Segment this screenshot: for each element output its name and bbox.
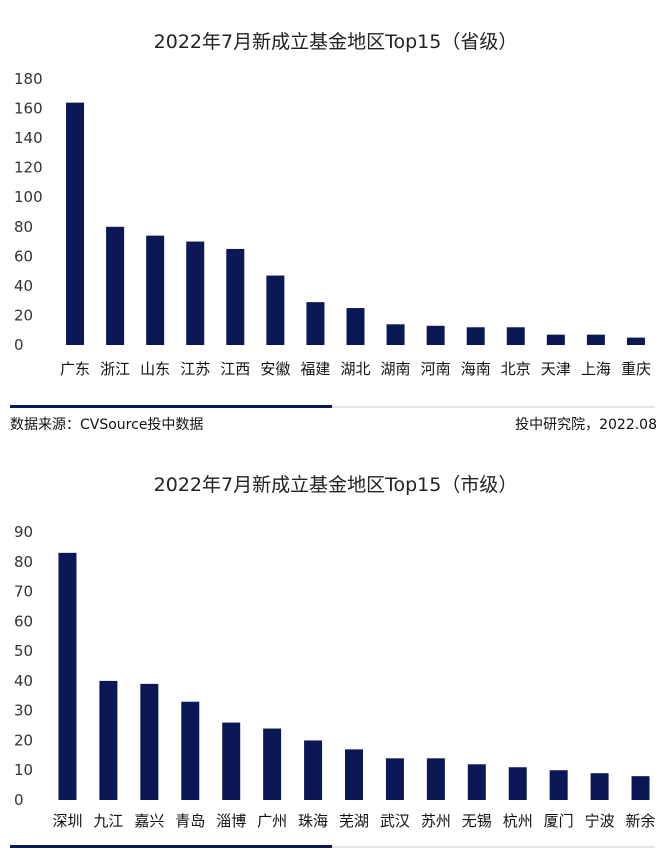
chart-2-category-label: 珠海 bbox=[298, 812, 328, 830]
chart-2-bar bbox=[508, 767, 527, 800]
chart-2-bar bbox=[222, 722, 241, 800]
chart-1-bar bbox=[306, 302, 325, 345]
chart-2-category-label: 无锡 bbox=[462, 812, 492, 830]
chart-1-category-label: 广东 bbox=[60, 360, 90, 378]
chart-2-bar bbox=[426, 758, 445, 800]
chart-2-bar bbox=[263, 728, 282, 800]
chart-1-ytick-label: 40 bbox=[14, 277, 33, 295]
chart-1-ytick-label: 80 bbox=[14, 218, 33, 236]
chart-1-bar bbox=[466, 327, 485, 345]
chart-2-bar bbox=[345, 749, 363, 800]
chart-2-bar bbox=[304, 740, 323, 800]
chart-1-category-label: 江西 bbox=[220, 360, 250, 378]
chart-2-category-label: 淄博 bbox=[216, 812, 246, 830]
chart-2-ytick-label: 20 bbox=[14, 731, 33, 749]
chart-1-category-label: 海南 bbox=[461, 360, 491, 378]
chart-1-ytick-label: 120 bbox=[14, 159, 43, 177]
chart-2-bar bbox=[181, 701, 200, 800]
chart-1-ytick-label: 100 bbox=[14, 188, 43, 206]
chart-2-bar bbox=[631, 776, 650, 800]
chart-1-category-label: 福建 bbox=[300, 360, 330, 378]
chart-2-category-label: 广州 bbox=[257, 812, 287, 830]
chart-2-category-label: 厦门 bbox=[544, 812, 574, 830]
source-note: 数据来源：CVSource投中数据 bbox=[10, 417, 204, 433]
chart-1-ytick-label: 160 bbox=[14, 100, 43, 118]
chart-2-bar bbox=[590, 773, 609, 800]
chart-1-plot: 0 20 40 60 80 100 120 140 160 180 广东 浙江 山东 江苏 江西 安徽 福建 湖北… bbox=[14, 70, 651, 378]
chart-2-bar bbox=[385, 758, 404, 800]
chart-1-bar bbox=[546, 334, 565, 345]
chart-2-ytick-label: 30 bbox=[14, 702, 33, 720]
chart-2-category-label: 青岛 bbox=[175, 812, 205, 830]
chart-1-bar bbox=[506, 327, 525, 345]
chart-1-category-label: 天津 bbox=[541, 360, 571, 378]
chart-2-ytick-label: 40 bbox=[14, 672, 33, 690]
chart-1-bar bbox=[626, 337, 645, 345]
chart-1-ytick-label: 20 bbox=[14, 306, 33, 324]
chart-2-ytick-label: 0 bbox=[14, 791, 24, 809]
chart-2-plot: 0 10 20 30 40 50 60 70 80 90 深圳 九江 嘉兴 青岛 淄博 广州 珠海 芜湖 武汉 苏州无… bbox=[14, 523, 656, 830]
chart-1-ytick-label: 0 bbox=[14, 336, 24, 354]
chart-2-bar bbox=[58, 552, 77, 800]
bottom-divider bbox=[10, 846, 655, 848]
chart-2-title: 2022年7月新成立基金地区Top15（市级） bbox=[153, 474, 518, 496]
chart-2-bar bbox=[99, 680, 118, 800]
chart-2-category-label: 深圳 bbox=[52, 812, 82, 830]
chart-1-title: 2022年7月新成立基金地区Top15（省级） bbox=[153, 31, 518, 53]
chart-1-category-label: 江苏 bbox=[180, 360, 210, 378]
chart-1-category-label: 河南 bbox=[421, 360, 451, 378]
chart-1-category-label: 北京 bbox=[501, 360, 531, 378]
chart-2-category-label: 苏州 bbox=[421, 812, 451, 830]
chart-1-bar bbox=[146, 235, 165, 345]
chart-1-bar bbox=[106, 226, 125, 345]
footer-accent-divider bbox=[10, 405, 332, 408]
chart-2-ytick-label: 50 bbox=[14, 642, 33, 660]
chart-1-category-label: 浙江 bbox=[100, 360, 130, 378]
chart-2-category-label: 杭州 bbox=[503, 812, 533, 830]
chart-2-category-label: 嘉兴 bbox=[134, 812, 164, 830]
chart-1-bar bbox=[186, 241, 205, 345]
chart-2-category-label: 武汉 bbox=[380, 812, 410, 830]
chart-2-bar bbox=[140, 683, 159, 800]
chart-1-bar bbox=[586, 334, 605, 345]
chart-1-category-label: 湖北 bbox=[340, 360, 370, 378]
chart-1-ytick-label: 60 bbox=[14, 247, 33, 265]
footer-divider bbox=[10, 406, 655, 408]
chart-2-ytick-label: 80 bbox=[14, 553, 33, 571]
chart-1-category-label: 湖南 bbox=[381, 360, 411, 378]
chart-1-bar bbox=[386, 324, 405, 345]
chart-2-ytick-label: 70 bbox=[14, 583, 33, 601]
chart-1-category-label: 重庆 bbox=[621, 360, 651, 378]
chart-2-category-label: 九江 bbox=[93, 812, 123, 830]
chart-1-ytick-label: 180 bbox=[14, 70, 43, 88]
chart-2-category-label: 芜湖 bbox=[339, 812, 369, 830]
chart-2-ytick-label: 10 bbox=[14, 761, 33, 779]
chart-2-ytick-label: 60 bbox=[14, 612, 33, 630]
credit-note: 投中研究院，2022.08 bbox=[515, 417, 657, 433]
chart-2-bar bbox=[467, 764, 486, 800]
chart-2-bar bbox=[549, 770, 568, 800]
chart-1-category-label: 山东 bbox=[140, 360, 170, 378]
chart-1-bar bbox=[266, 275, 285, 345]
chart-1-category-label: 安徽 bbox=[260, 360, 290, 378]
chart-2-category-label: 新余 bbox=[626, 812, 656, 830]
bottom-accent-divider bbox=[10, 845, 332, 848]
chart-1-ytick-label: 140 bbox=[14, 129, 43, 147]
chart-1-bar bbox=[426, 325, 445, 345]
chart-1-bar bbox=[226, 248, 245, 345]
chart-2-ytick-label: 90 bbox=[14, 523, 33, 541]
chart-1-bar bbox=[66, 102, 85, 346]
chart-1-category-label: 上海 bbox=[581, 360, 611, 378]
chart-1-bar bbox=[346, 308, 365, 345]
chart-2-category-label: 宁波 bbox=[585, 812, 615, 830]
